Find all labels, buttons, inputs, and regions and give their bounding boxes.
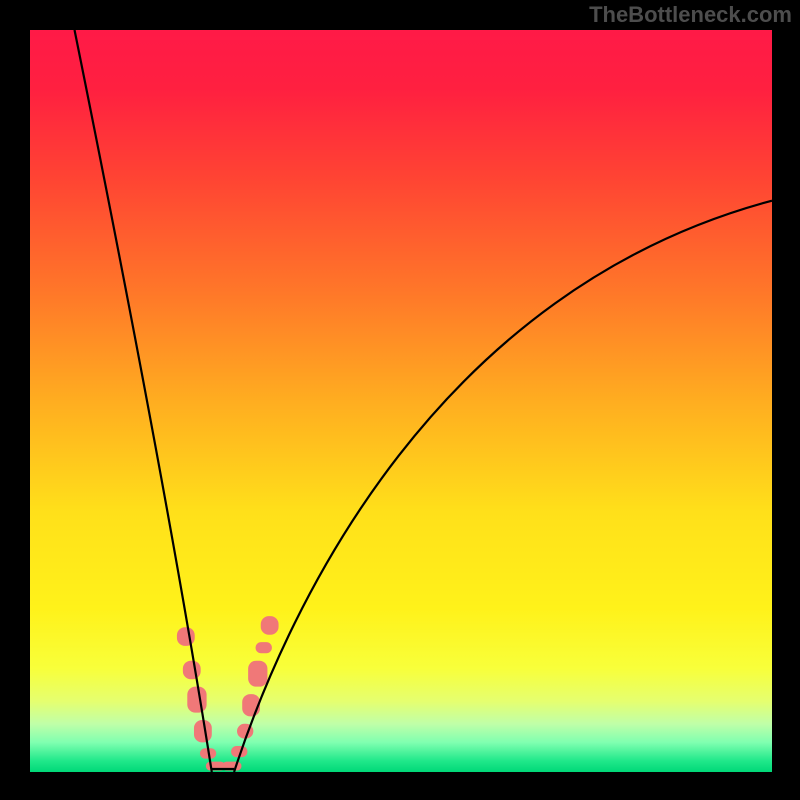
chart-marker	[177, 627, 195, 646]
chart-marker	[183, 661, 201, 680]
chart-marker	[261, 616, 279, 635]
chart-marker	[187, 687, 206, 713]
bottleneck-chart-container: TheBottleneck.com	[0, 0, 800, 800]
chart-marker	[194, 720, 212, 742]
chart-marker	[256, 642, 272, 653]
bottleneck-chart-svg	[0, 0, 800, 800]
watermark-text: TheBottleneck.com	[589, 2, 792, 28]
chart-marker	[248, 661, 267, 687]
chart-gradient-background	[30, 30, 772, 772]
